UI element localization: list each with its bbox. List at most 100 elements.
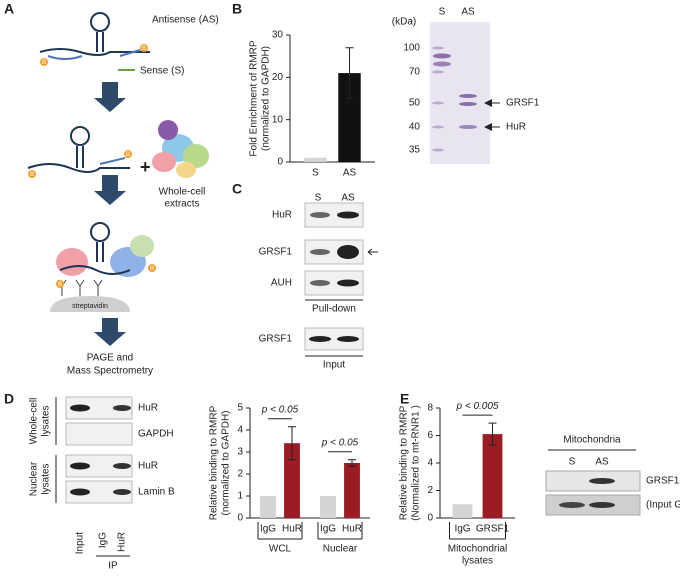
y-tick-label: 3: [237, 447, 243, 458]
panel-label: C: [232, 181, 242, 197]
x-tick-label: HuR: [282, 524, 302, 535]
biotin-label: B: [150, 266, 154, 272]
kda-marker: 50: [409, 98, 421, 109]
error-bar: [345, 47, 354, 99]
biotin-label: B: [58, 282, 62, 288]
group-bracket: [257, 522, 303, 539]
blot-band: [70, 488, 90, 496]
biotin-label: B: [142, 46, 146, 52]
protein: [130, 235, 154, 257]
row-label: GAPDH: [138, 429, 174, 440]
blot-band: [113, 405, 131, 411]
blot-band: [337, 336, 359, 342]
group-bracket: [317, 522, 363, 539]
label-sense: Sense (S): [140, 66, 184, 77]
blot-band: [113, 463, 131, 469]
blot: [65, 454, 133, 478]
y-tick-label: 0: [427, 513, 433, 524]
error-bar: [348, 459, 356, 467]
blot-title: Mitochondria: [563, 435, 621, 446]
row-label: Lamin B: [138, 487, 175, 498]
bar: [260, 496, 276, 518]
y-tick-label: 5: [237, 403, 243, 414]
biotin-label: B: [42, 60, 46, 66]
blot-band: [459, 125, 477, 129]
row-label: GRSF1: [646, 476, 680, 487]
biotin: [124, 150, 132, 158]
blot: [65, 422, 133, 446]
band-arrow: [484, 99, 492, 107]
lane-label: IgG: [98, 532, 109, 548]
panel-label: A: [4, 1, 14, 17]
blot-band: [432, 46, 444, 50]
y-axis-label: Relative binding to RMRP: [209, 405, 220, 520]
significance-label: p < 0.05: [261, 404, 299, 415]
hairpin-loop: [70, 126, 90, 146]
y-axis-label: (normalized to GAPDH): [221, 410, 232, 515]
lane-label: S: [439, 7, 446, 18]
x-tick-label: GRSF1: [476, 524, 510, 535]
bar: [482, 434, 503, 518]
blot-band: [433, 53, 451, 59]
section-label: Whole-cell: [29, 398, 40, 445]
error-bar: [288, 426, 296, 461]
y-axis-label: (Normalized to mt-RNR1 ): [411, 405, 422, 521]
row-label: HuR: [138, 403, 158, 414]
bar: [320, 496, 336, 518]
lane-label: Input: [75, 532, 86, 554]
streptavidin-bead: [50, 296, 130, 312]
significance-label: p < 0.05: [321, 437, 359, 448]
row-label: (Input GRSF1): [646, 500, 680, 511]
lane-label: S: [315, 193, 322, 204]
blot-band: [337, 245, 359, 259]
blot-band: [589, 478, 615, 484]
y-tick-label: 20: [272, 72, 284, 83]
y-tick-label: 0: [237, 513, 243, 524]
x-tick-label: HuR: [342, 524, 362, 535]
y-axis-label: (normalized to GAPDH): [261, 46, 272, 151]
group-label: WCL: [269, 544, 292, 555]
y-tick-label: 30: [272, 30, 284, 41]
rna-strand: [39, 48, 150, 56]
blot-band: [310, 212, 330, 218]
blot-band: [337, 211, 359, 219]
group-label: Mitochondrial: [448, 544, 507, 555]
section-label: lysates: [41, 463, 52, 494]
streptavidin-linker: [57, 279, 103, 296]
x-tick-label: AS: [343, 168, 357, 179]
y-tick-label: 2: [427, 485, 433, 496]
label-antisense: Antisense (AS): [152, 15, 219, 26]
x-tick-label: IgG: [454, 524, 470, 535]
y-tick-label: 1: [237, 491, 243, 502]
protein: [56, 248, 88, 276]
antisense-oligo: [99, 157, 126, 165]
panel-label: D: [4, 391, 14, 407]
section-label: Pull-down: [312, 304, 356, 315]
label-final-step: PAGE and: [87, 353, 134, 364]
blot-band: [70, 404, 90, 412]
flow-arrow: [94, 318, 126, 346]
biotin: [140, 44, 148, 52]
biotin: [148, 264, 156, 272]
blot-band: [433, 61, 451, 67]
biotin: [56, 280, 64, 288]
hairpin-loop: [90, 12, 110, 32]
section-label: Nuclear: [29, 461, 40, 496]
blot-band: [337, 279, 359, 287]
lane-label: S: [569, 457, 576, 468]
blot-band: [559, 502, 585, 508]
blot: [65, 396, 133, 420]
row-label: GRSF1: [259, 334, 293, 345]
section-label: lysates: [41, 405, 52, 436]
plus: +: [140, 157, 151, 177]
y-tick-label: 2: [237, 469, 243, 480]
blot-band: [310, 249, 330, 255]
bar: [284, 443, 300, 518]
protein: [158, 120, 178, 140]
error-bar: [488, 422, 497, 446]
x-tick-label: S: [312, 168, 319, 179]
band-arrow: [484, 123, 492, 131]
protein: [183, 144, 209, 168]
flow-arrow: [94, 175, 126, 205]
